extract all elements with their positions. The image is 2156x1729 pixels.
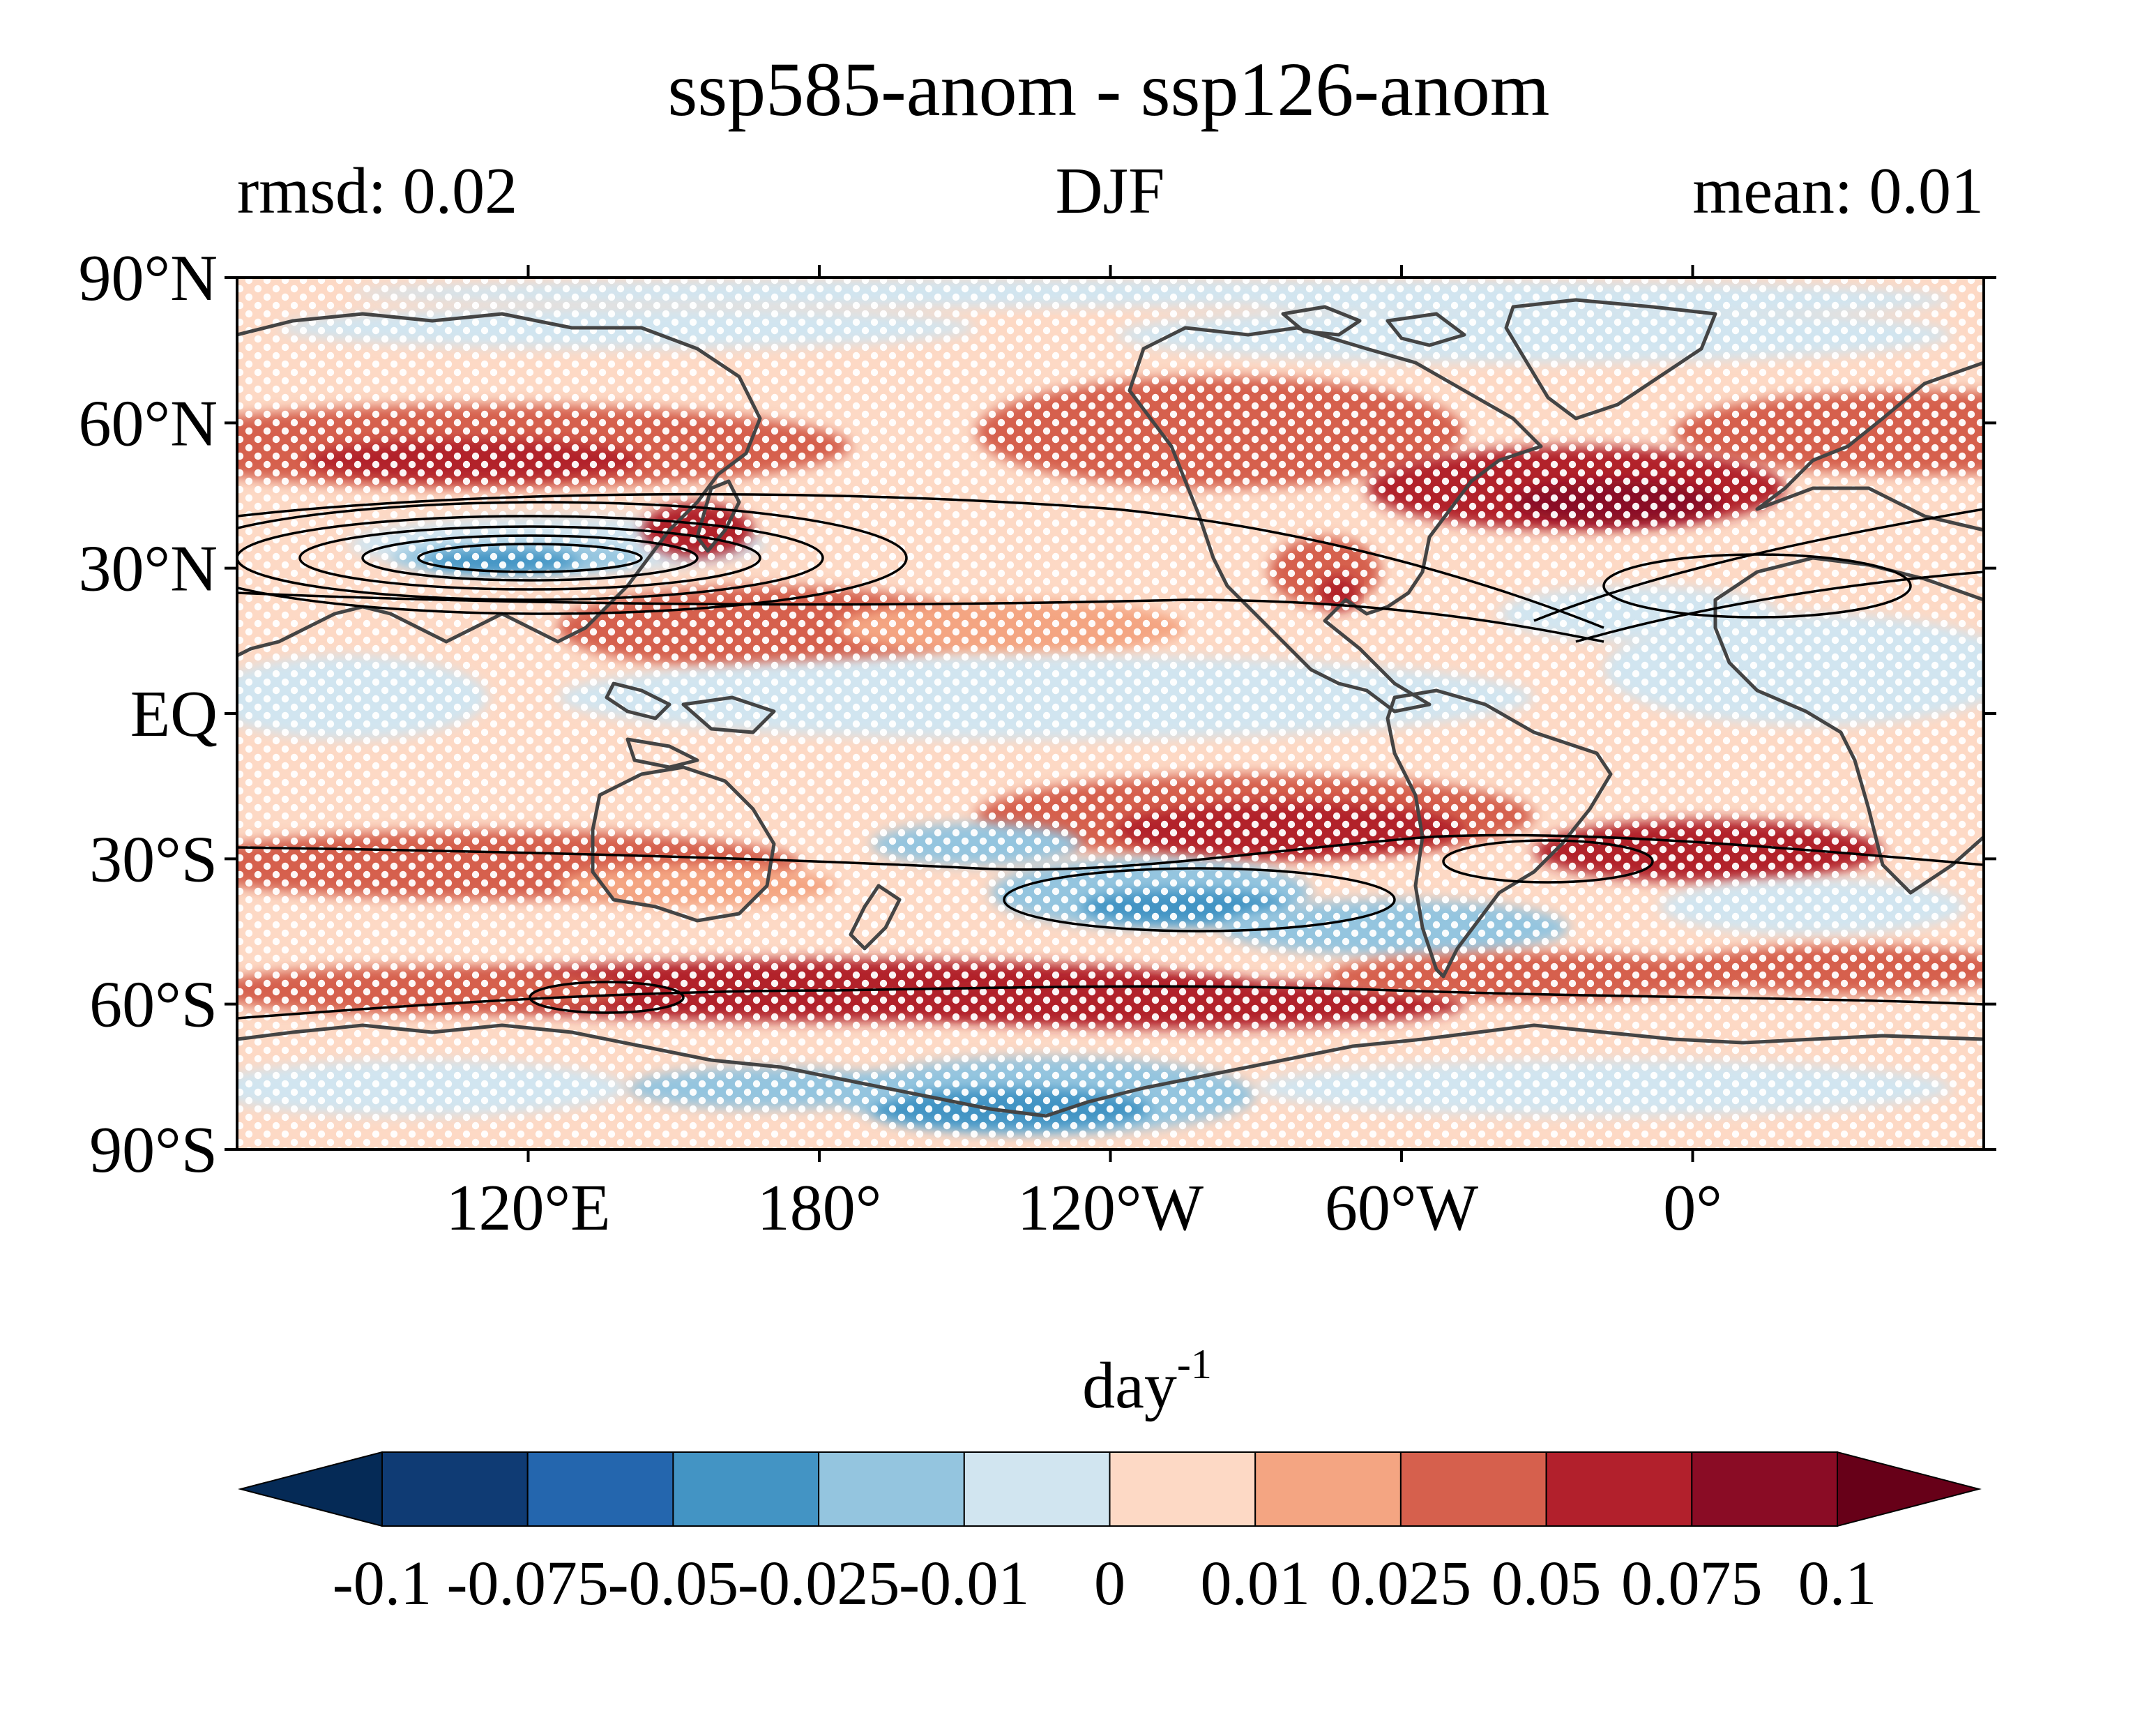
colorbar-box [672,1451,820,1527]
colorbar-box [1399,1451,1547,1527]
lon-tick-label: 0° [1663,1172,1722,1244]
units-exponent: -1 [1177,1341,1212,1387]
colorbar-tick-labels: -0.1 -0.075-0.05-0.025-0.01 0 0.01 0.025 0.05… [333,1549,1876,1618]
colorbar-box [381,1451,529,1527]
colorbar-tick-label: -0.1 [333,1549,432,1618]
jet-contours [237,492,1984,1020]
longitude-axis: 120°E 180° 120°W 60°W 0° [446,265,1722,1244]
lat-tick-label: 90°S [89,1114,218,1186]
colorbar-tick-label: 0.05 [1491,1549,1602,1618]
colorbar-tick-label: -0.05 [608,1549,738,1618]
colorbar-tick-label: 0.025 [1330,1549,1472,1618]
lat-tick-label: EQ [130,678,218,750]
units-base: day [1082,1350,1177,1422]
season-label: DJF [1056,155,1165,227]
colorbar-tick-label: -0.01 [899,1549,1029,1618]
colorbar-box [526,1451,674,1527]
colorbar-tick-label: 0.01 [1200,1549,1310,1618]
lat-tick-label: 90°N [79,242,218,315]
latitude-axis: 90°N 60°N 30°N EQ 30°S 60°S 90°S [79,242,1996,1186]
mean-label: mean: 0.01 [1692,155,1984,227]
lat-tick-label: 60°N [79,387,218,460]
rmsd-label: rmsd: 0.02 [237,155,517,227]
colorbar-box [818,1451,965,1527]
colorbar-tick-label: 0.075 [1621,1549,1763,1618]
colorbar-tick-label: 0 [1094,1549,1125,1618]
colorbar-extend-min [238,1451,383,1527]
colorbar-units: day-1 [1082,1341,1212,1422]
lon-tick-label: 180° [757,1172,882,1244]
stippling [237,278,1984,1149]
colorbar-tick-label: -0.075 [446,1549,608,1618]
lon-tick-label: 120°W [1017,1172,1204,1244]
colorbar[interactable]: day-1 -0.1 -0.075-0.05-0.025-0.01 0 0.01 0.0… [238,1341,1982,1618]
lat-tick-label: 30°S [89,823,218,896]
colorbar-extend-max [1837,1451,1982,1527]
colorbar-box [1109,1451,1257,1527]
map-title: ssp585-anom - ssp126-anom [668,47,1550,132]
colorbar-tick-label: -0.025 [738,1549,899,1618]
lat-tick-label: 30°N [79,533,218,605]
lon-tick-label: 60°W [1325,1172,1479,1244]
colorbar-box [963,1451,1111,1527]
lat-tick-label: 60°S [89,969,218,1041]
colorbar-box [1691,1451,1839,1527]
colorbar-box [1254,1451,1402,1527]
colorbar-box [1545,1451,1693,1527]
lon-tick-label: 120°E [446,1172,610,1244]
colorbar-tick-label: 0.1 [1798,1549,1877,1618]
colorbar-boxes [238,1451,1982,1527]
